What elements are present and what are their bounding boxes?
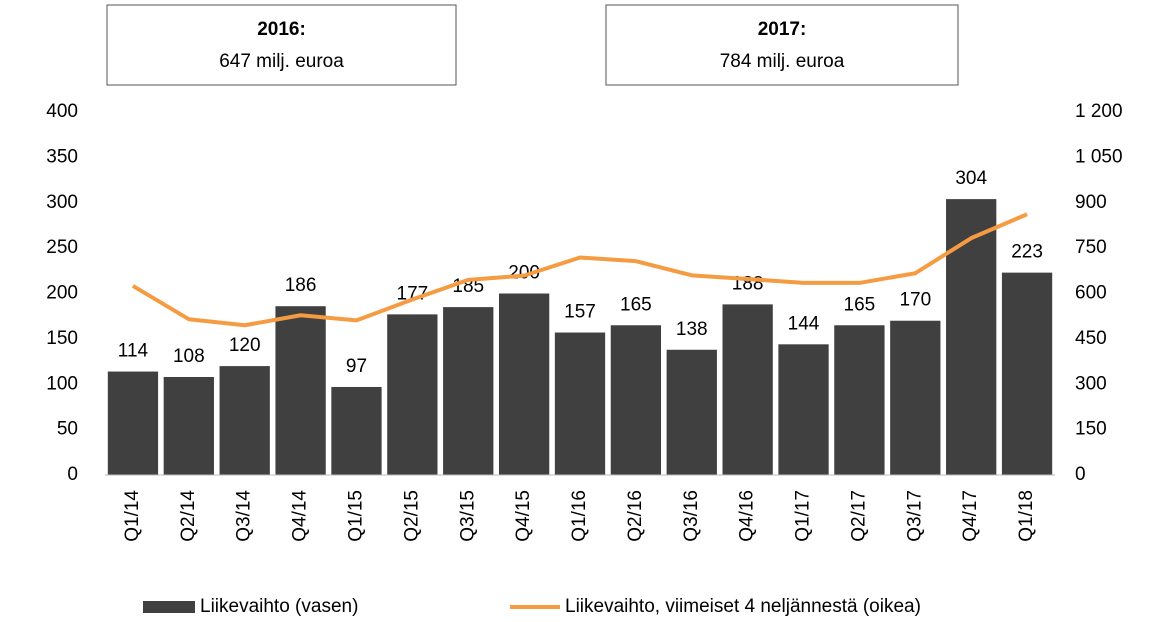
bar xyxy=(610,325,662,475)
data-label: 200 xyxy=(508,263,540,284)
legend-swatch xyxy=(143,601,195,613)
x-tick-label: Q3/17 xyxy=(904,490,925,542)
info-box-title: 2017: xyxy=(758,19,807,40)
bar xyxy=(275,306,326,475)
info-box-title: 2016: xyxy=(257,19,306,40)
bar xyxy=(498,293,550,475)
y2-tick-label: 300 xyxy=(1075,373,1107,394)
y2-tick-label: 600 xyxy=(1075,283,1107,304)
data-label: 157 xyxy=(564,302,596,323)
x-tick-label: Q1/16 xyxy=(569,490,590,542)
bar xyxy=(722,304,773,475)
bar xyxy=(219,366,270,475)
y-tick-label: 250 xyxy=(46,237,78,258)
legend-label: Liikevaihto (vasen) xyxy=(200,596,358,617)
info-box xyxy=(605,4,959,86)
x-tick-label: Q2/17 xyxy=(848,490,869,542)
x-tick-label: Q4/16 xyxy=(737,490,758,542)
data-label: 108 xyxy=(173,346,205,367)
x-tick-label: Q2/16 xyxy=(625,490,646,542)
info-box xyxy=(106,4,457,86)
y-tick-label: 400 xyxy=(46,101,78,122)
x-tick-label: Q3/14 xyxy=(234,490,255,542)
info-box-text: 784 milj. euroa xyxy=(720,51,845,72)
data-label: 138 xyxy=(676,319,708,340)
y2-tick-label: 900 xyxy=(1075,192,1107,213)
bar xyxy=(387,314,438,475)
bar xyxy=(331,386,382,475)
bar xyxy=(834,325,885,475)
data-label: 144 xyxy=(788,313,820,334)
y-tick-label: 0 xyxy=(67,464,78,485)
x-tick-label: Q4/14 xyxy=(290,490,311,542)
x-tick-label: Q1/14 xyxy=(122,490,143,542)
data-label: 177 xyxy=(397,283,429,304)
bar xyxy=(1001,272,1053,475)
data-label: 304 xyxy=(955,168,987,189)
y2-tick-label: 150 xyxy=(1075,419,1107,440)
data-label: 114 xyxy=(118,341,149,362)
x-tick-label: Q2/15 xyxy=(401,490,422,542)
data-label: 223 xyxy=(1011,242,1043,263)
x-tick-label: Q3/15 xyxy=(457,490,478,542)
bar xyxy=(443,307,494,475)
y2-tick-label: 450 xyxy=(1075,328,1107,349)
x-tick-label: Q4/15 xyxy=(513,490,534,542)
y-tick-label: 350 xyxy=(46,146,78,167)
data-label: 97 xyxy=(346,356,367,377)
data-label: 170 xyxy=(899,290,931,311)
data-label: 186 xyxy=(285,275,317,296)
y2-tick-label: 750 xyxy=(1075,237,1107,258)
y2-tick-label: 1 050 xyxy=(1075,146,1123,167)
info-box-text: 647 milj. euroa xyxy=(219,51,344,72)
y-tick-label: 100 xyxy=(46,373,78,394)
y-tick-label: 150 xyxy=(46,328,78,349)
bar xyxy=(554,332,606,475)
bar xyxy=(107,371,159,475)
y2-tick-label: 0 xyxy=(1075,464,1086,485)
bar xyxy=(778,344,829,475)
data-label: 120 xyxy=(229,335,261,356)
y2-tick-label: 1 200 xyxy=(1075,101,1123,122)
x-tick-label: Q1/18 xyxy=(1016,490,1037,542)
x-tick-label: Q1/17 xyxy=(793,490,814,542)
bar xyxy=(666,349,717,475)
bar xyxy=(946,199,997,475)
x-tick-label: Q2/14 xyxy=(178,490,199,542)
x-tick-label: Q4/17 xyxy=(960,490,981,542)
y-tick-label: 50 xyxy=(57,419,78,440)
data-label: 165 xyxy=(844,294,876,315)
line xyxy=(131,212,1028,328)
x-tick-label: Q3/16 xyxy=(681,490,702,542)
y-tick-label: 300 xyxy=(46,192,78,213)
data-label: 165 xyxy=(620,294,652,315)
y-tick-label: 200 xyxy=(46,283,78,304)
x-tick-label: Q1/15 xyxy=(345,490,366,542)
bar xyxy=(890,320,941,475)
legend-label: Liikevaihto, viimeiset 4 neljännestä (oi… xyxy=(565,596,921,617)
bar xyxy=(163,376,214,475)
